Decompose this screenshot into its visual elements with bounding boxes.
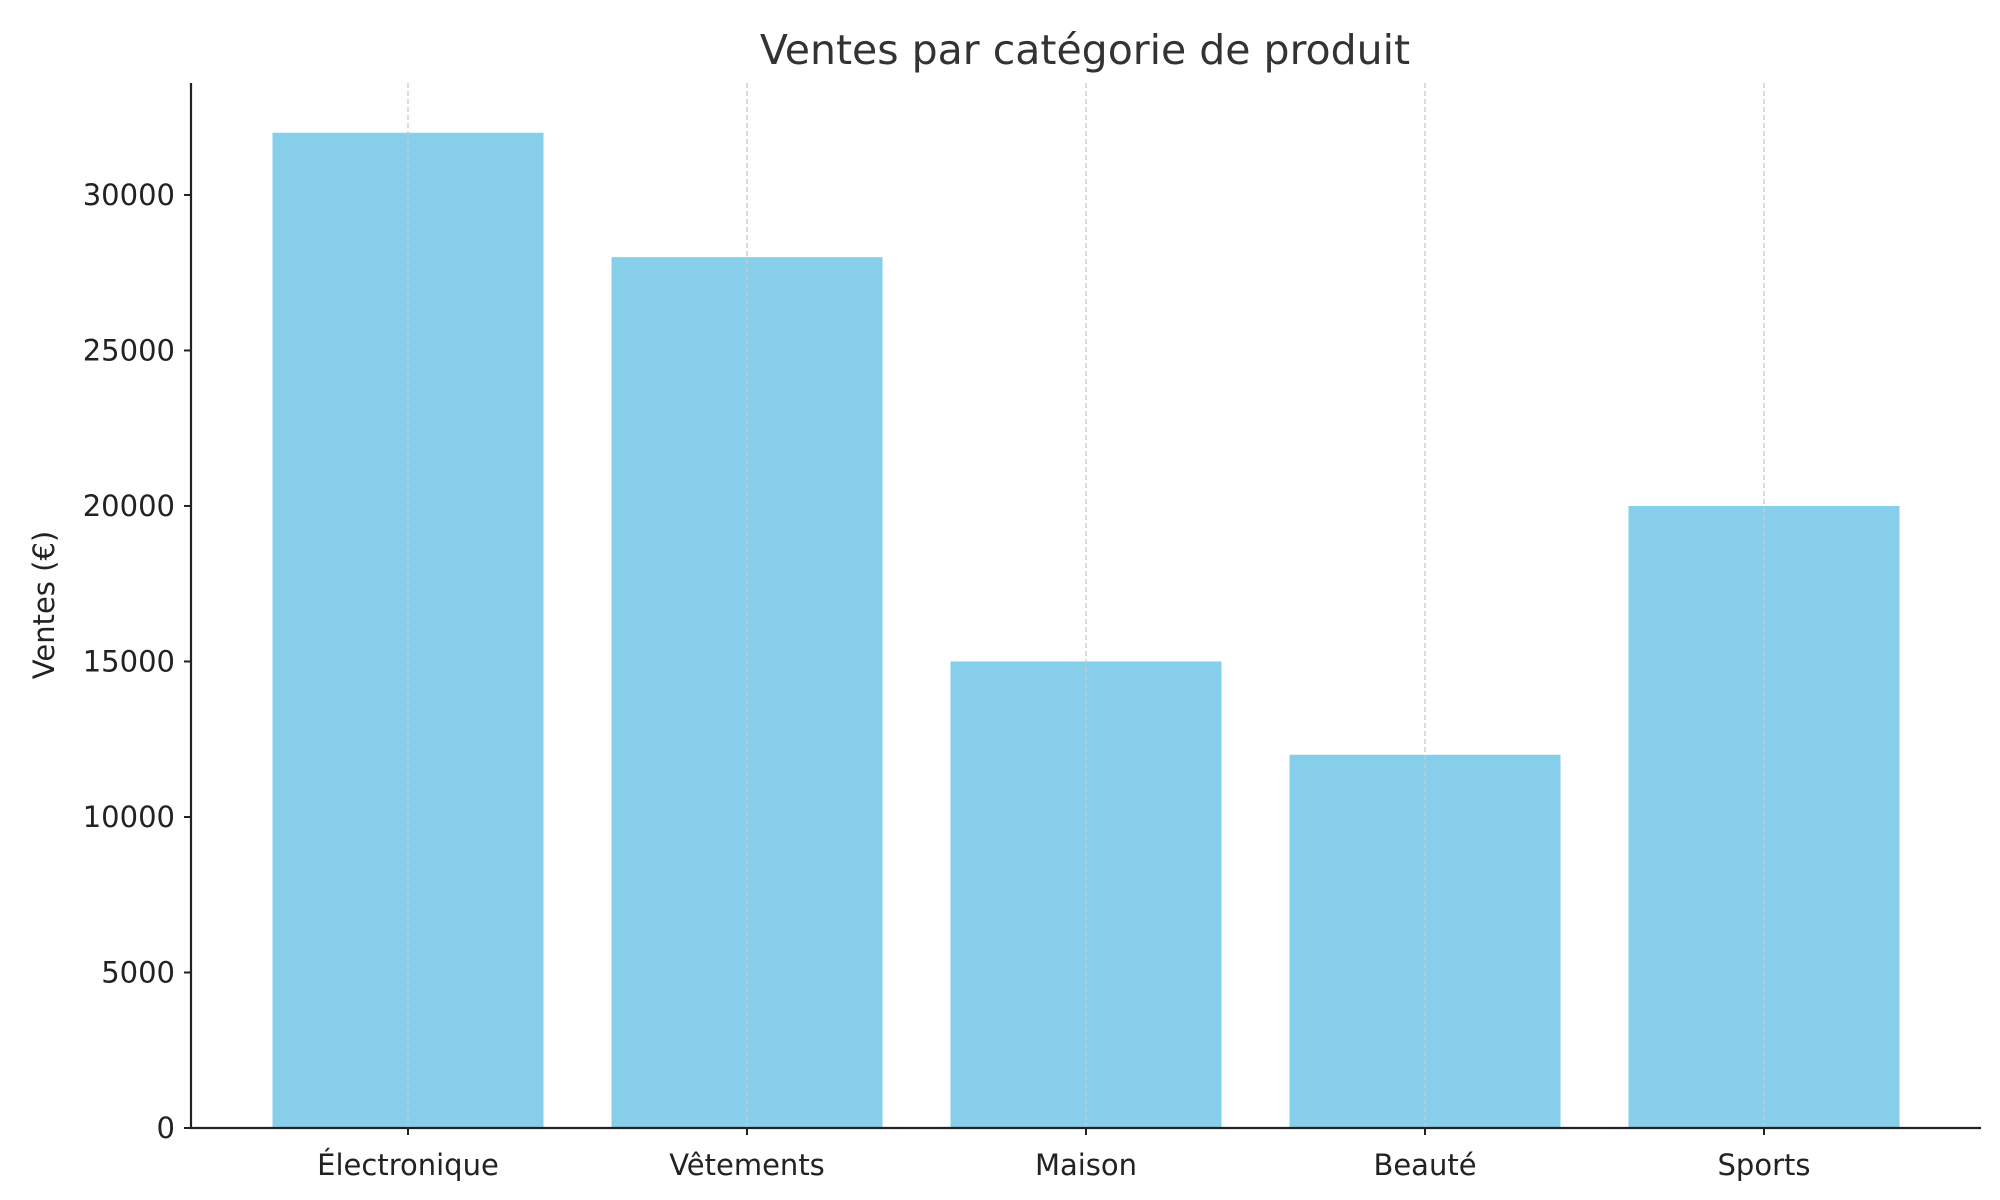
x-tick-label: Beauté xyxy=(1373,1148,1476,1182)
chart-title: Ventes par catégorie de produit xyxy=(760,26,1410,74)
bar-4 xyxy=(1628,505,1900,1128)
y-tick-label: 0 xyxy=(157,1111,175,1145)
x-tick-label: Électronique xyxy=(317,1148,499,1182)
y-ticks: 0 5000 10000 15000 20000 25000 30000 xyxy=(83,178,191,1145)
grid-lines-over-bars xyxy=(407,83,1765,1128)
x-ticks: Électronique Vêtements Maison Beauté Sports xyxy=(317,1128,1810,1182)
y-tick-label: 20000 xyxy=(83,489,175,523)
y-tick-label: 15000 xyxy=(83,644,175,678)
x-tick-label: Maison xyxy=(1035,1148,1137,1182)
y-tick-label: 25000 xyxy=(83,333,175,367)
x-tick-label: Sports xyxy=(1718,1148,1811,1182)
y-axis-label: Ventes (€) xyxy=(27,531,61,679)
y-tick-label: 5000 xyxy=(101,955,175,989)
y-tick-label: 10000 xyxy=(83,800,175,834)
y-tick-label: 30000 xyxy=(83,178,175,212)
x-tick-label: Vêtements xyxy=(669,1148,825,1182)
